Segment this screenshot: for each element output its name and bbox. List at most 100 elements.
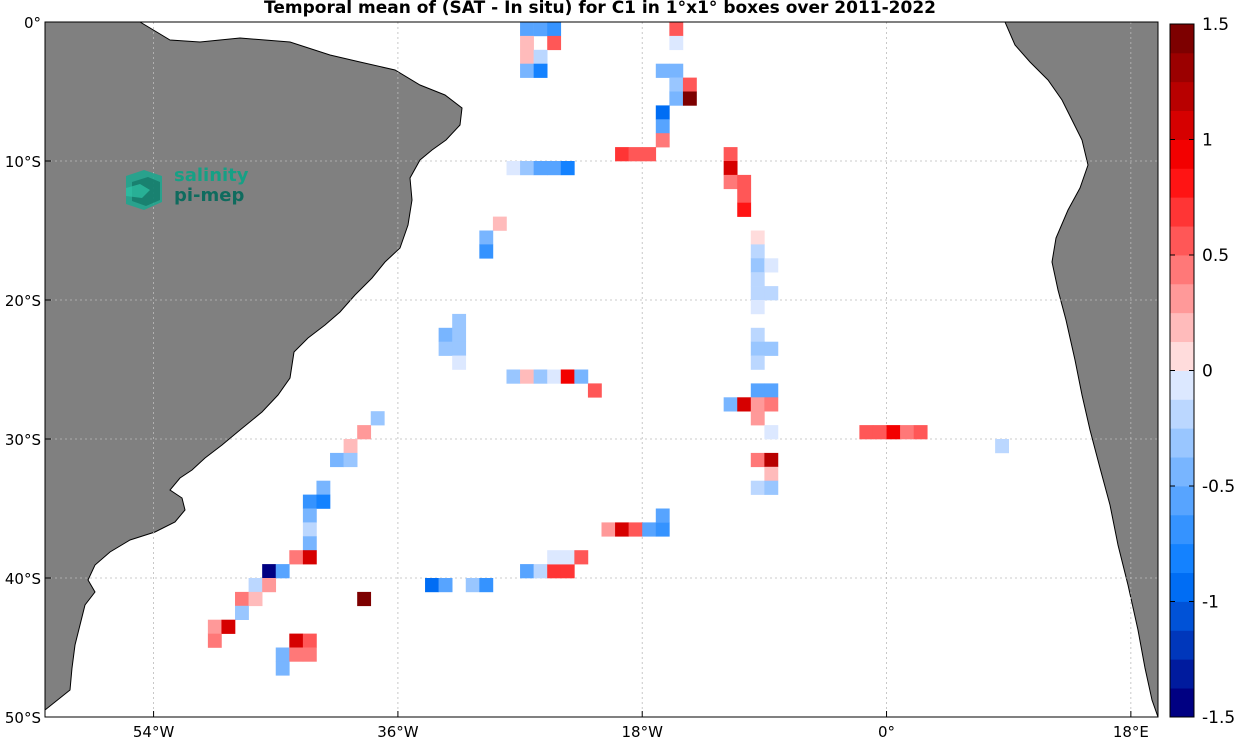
data-cell [655, 105, 670, 120]
data-cell [506, 369, 521, 384]
data-cell [655, 63, 670, 78]
plot-frame [44, 21, 1159, 718]
colorbar-tick-label: -1 [1202, 593, 1219, 613]
data-cell [302, 522, 317, 537]
data-cell [316, 480, 331, 495]
data-cell [764, 480, 779, 495]
data-cell [357, 425, 372, 440]
colorbar-bin [1170, 370, 1194, 400]
data-cell [642, 147, 657, 162]
data-cell [479, 578, 494, 593]
data-cell [235, 591, 249, 607]
data-cell [248, 578, 263, 593]
data-cell [764, 258, 779, 273]
y-tick-label: 50°S [5, 709, 41, 727]
x-tick-label: 18°W [622, 723, 664, 740]
data-cell [682, 77, 697, 92]
colorbar-bin [1170, 543, 1194, 574]
colorbar-bin [1170, 399, 1194, 429]
x-tick-label: 0° [878, 723, 895, 740]
data-cell [302, 550, 317, 565]
data-cell [533, 369, 548, 384]
data-cell [601, 522, 616, 537]
data-cell [995, 439, 1009, 454]
colorbar-bin [1170, 197, 1194, 227]
data-cell [520, 49, 534, 64]
data-cell [574, 369, 589, 384]
data-cell [221, 619, 236, 634]
data-cell [587, 383, 602, 398]
salinity-pi-mep-logo: salinity pi-mep [122, 166, 262, 216]
data-cell [750, 383, 765, 398]
data-cell [533, 49, 548, 64]
data-cell [438, 578, 453, 593]
data-cell [750, 230, 765, 245]
data-cell [750, 300, 765, 315]
colorbar-bin [1170, 428, 1194, 458]
data-cell [750, 411, 765, 426]
data-cell [669, 22, 684, 37]
colorbar-bin [1170, 601, 1194, 631]
data-cell [655, 133, 670, 148]
colorbar-tick-label: -0.5 [1202, 477, 1235, 497]
data-cell [302, 647, 317, 662]
data-cell [275, 661, 290, 676]
colorbar-bin [1170, 168, 1194, 198]
data-cell [764, 425, 779, 440]
colorbar-bin [1170, 312, 1194, 343]
data-cell [750, 452, 765, 468]
data-cell [737, 202, 752, 217]
colorbar-bin [1170, 486, 1194, 516]
data-cell [560, 564, 575, 579]
y-tick-label: 10°S [5, 153, 41, 171]
data-cell [343, 452, 358, 468]
data-cell [479, 244, 494, 259]
y-tick-label: 20°S [5, 292, 41, 310]
data-cell [764, 286, 779, 301]
data-cell [737, 174, 752, 190]
colorbar-tick-label: 1 [1202, 131, 1213, 151]
colorbar-tick-label: 1.5 [1202, 15, 1229, 35]
data-cell [520, 35, 534, 51]
data-cell [275, 564, 290, 579]
data-cell [750, 397, 765, 412]
colorbar-bin [1170, 630, 1194, 660]
data-cell [506, 161, 521, 176]
data-cell [262, 578, 277, 593]
data-cell [302, 494, 317, 509]
data-cell [520, 63, 534, 78]
data-cell [900, 425, 914, 440]
data-cell [655, 522, 670, 537]
data-cell [764, 397, 779, 412]
africa-landmass [1004, 22, 1158, 717]
data-cell [737, 397, 752, 412]
data-cell [547, 161, 562, 176]
colorbar-bin [1170, 341, 1194, 371]
data-cell [479, 230, 494, 245]
data-cells [207, 22, 1009, 676]
colorbar-bin [1170, 139, 1194, 169]
data-cell [764, 466, 779, 481]
data-cell [452, 341, 467, 356]
data-cell [764, 383, 779, 398]
data-cell [316, 494, 331, 509]
colorbar-bin [1170, 572, 1194, 602]
data-cell [235, 605, 249, 620]
colorbar-tick-label: 0 [1202, 362, 1213, 382]
data-cell [520, 564, 534, 579]
data-cell [750, 286, 765, 301]
data-cell [533, 22, 548, 37]
data-cell [560, 369, 575, 384]
data-cell [750, 480, 765, 495]
data-cell [207, 619, 222, 634]
colorbar-bin [1170, 457, 1194, 487]
data-cell [343, 439, 358, 454]
data-cell [438, 327, 453, 342]
y-tick-label: 0° [24, 14, 41, 32]
data-cell [438, 341, 453, 356]
data-cell [465, 578, 480, 593]
data-cell [533, 161, 548, 176]
data-cell [370, 411, 385, 426]
colorbar-bin [1170, 688, 1194, 718]
data-cell [547, 564, 562, 579]
